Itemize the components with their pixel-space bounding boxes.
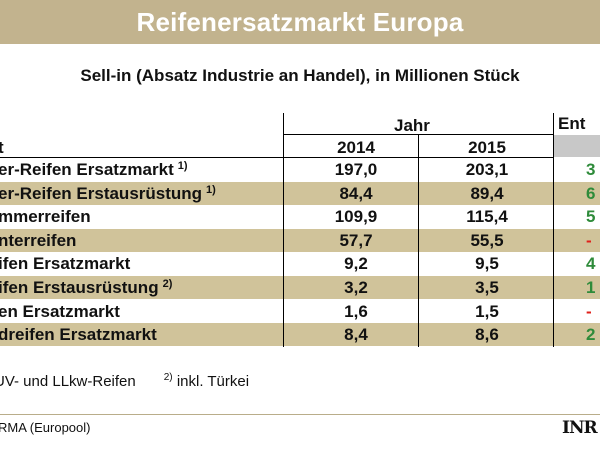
row-footnote-marker: 1) (177, 160, 188, 172)
column-separator (553, 113, 554, 347)
cell-change: - (586, 230, 592, 250)
cell-2014: 197,0 (334, 160, 378, 179)
header-rule-bottom (0, 157, 553, 158)
cell-change: 1 (586, 278, 596, 297)
cell-2014: 1,6 (344, 301, 368, 321)
table-row: er-Reifen Ersatzmarkt 1) 197,0 203,1 3 (0, 158, 600, 181)
source-note: RMA (Europool) (0, 420, 91, 435)
table-row: ifen Erstausrüstung 2) 3,2 3,5 1 (0, 276, 600, 299)
table-row: nterreifen 57,7 55,5 - (0, 228, 600, 252)
row-label: er-Reifen Ersatzmarkt 1) (0, 160, 188, 180)
row-label-text: nterreifen (0, 230, 77, 250)
table-row: dreifen Ersatzmarkt 8,4 8,6 2 (0, 323, 600, 347)
row-label: er-Reifen Erstausrüstung 1) (0, 184, 216, 204)
cell-change: 6 (586, 183, 596, 203)
cell-2015: 9,5 (475, 254, 499, 274)
cell-change: - (586, 301, 592, 321)
year-group-header: Jahr (394, 116, 430, 135)
footnote-2-marker: 2) (163, 372, 173, 383)
cell-2014: 9,2 (344, 254, 368, 274)
cell-2015: 3,5 (475, 278, 499, 297)
cell-2014: 8,4 (344, 325, 368, 345)
table-row: en Ersatzmarkt 1,6 1,5 - (0, 300, 600, 323)
table-row: mmerreifen 109,9 115,4 5 (0, 205, 600, 228)
cell-2015: 1,5 (475, 301, 499, 321)
cell-change: 2 (586, 325, 596, 345)
cell-change: 4 (586, 254, 596, 274)
cell-2015: 8,6 (475, 325, 499, 345)
row-label: nterreifen (0, 231, 76, 251)
publisher-logo: INR (562, 418, 598, 438)
cell-change: 3 (586, 160, 596, 179)
year-header-2015: 2015 (468, 138, 506, 157)
table-subtitle: Sell-in (Absatz Industrie an Handel), in… (80, 66, 520, 85)
row-label: mmerreifen (0, 207, 91, 227)
row-label-text: er-Reifen Ersatzmarkt (0, 160, 174, 179)
footnote: UV- und LLkw-Reifen 2) inkl. Türkei (0, 372, 249, 390)
cell-2014: 84,4 (339, 183, 373, 203)
row-label-text: en Ersatzmarkt (0, 301, 120, 321)
category-column-header: t (0, 138, 4, 157)
row-label-text: dreifen Ersatzmarkt (0, 325, 157, 345)
row-label-text: ifen Erstausrüstung (0, 278, 159, 297)
row-label: en Ersatzmarkt (0, 302, 120, 322)
row-footnote-marker: 1) (206, 183, 216, 196)
cell-2014: 3,2 (344, 278, 368, 297)
year-header-2014: 2014 (337, 138, 375, 157)
row-label-text: mmerreifen (0, 207, 91, 227)
cell-2015: 115,4 (466, 207, 508, 227)
row-label: ifen Ersatzmarkt (0, 254, 130, 274)
row-label: dreifen Ersatzmarkt (0, 325, 157, 345)
row-label: ifen Erstausrüstung 2) (0, 278, 172, 298)
change-header-shade (553, 135, 600, 157)
table-row: er-Reifen Erstausrüstung 1) 84,4 89,4 6 (0, 181, 600, 205)
page-title: Reifenersatzmarkt Europa (136, 6, 464, 37)
footnote-1-text: UV- und LLkw-Reifen (0, 373, 136, 390)
column-separator (418, 134, 419, 347)
column-separator (283, 113, 284, 347)
cell-2014: 57,7 (339, 230, 373, 250)
bottom-rule (0, 414, 600, 415)
row-label-text: er-Reifen Erstausrüstung (0, 183, 203, 203)
cell-2015: 55,5 (470, 230, 504, 250)
title-banner: Reifenersatzmarkt Europa (0, 0, 600, 44)
cell-change: 5 (586, 207, 596, 227)
table-row: ifen Ersatzmarkt 9,2 9,5 4 (0, 252, 600, 275)
cell-2014: 109,9 (334, 207, 378, 227)
cell-2015: 89,4 (470, 183, 504, 203)
footnote-2-text: inkl. Türkei (176, 373, 250, 390)
change-group-header: Ent (558, 114, 586, 133)
row-label-text: ifen Ersatzmarkt (0, 254, 131, 274)
row-footnote-marker: 2) (162, 278, 173, 290)
cell-2015: 203,1 (465, 160, 509, 179)
